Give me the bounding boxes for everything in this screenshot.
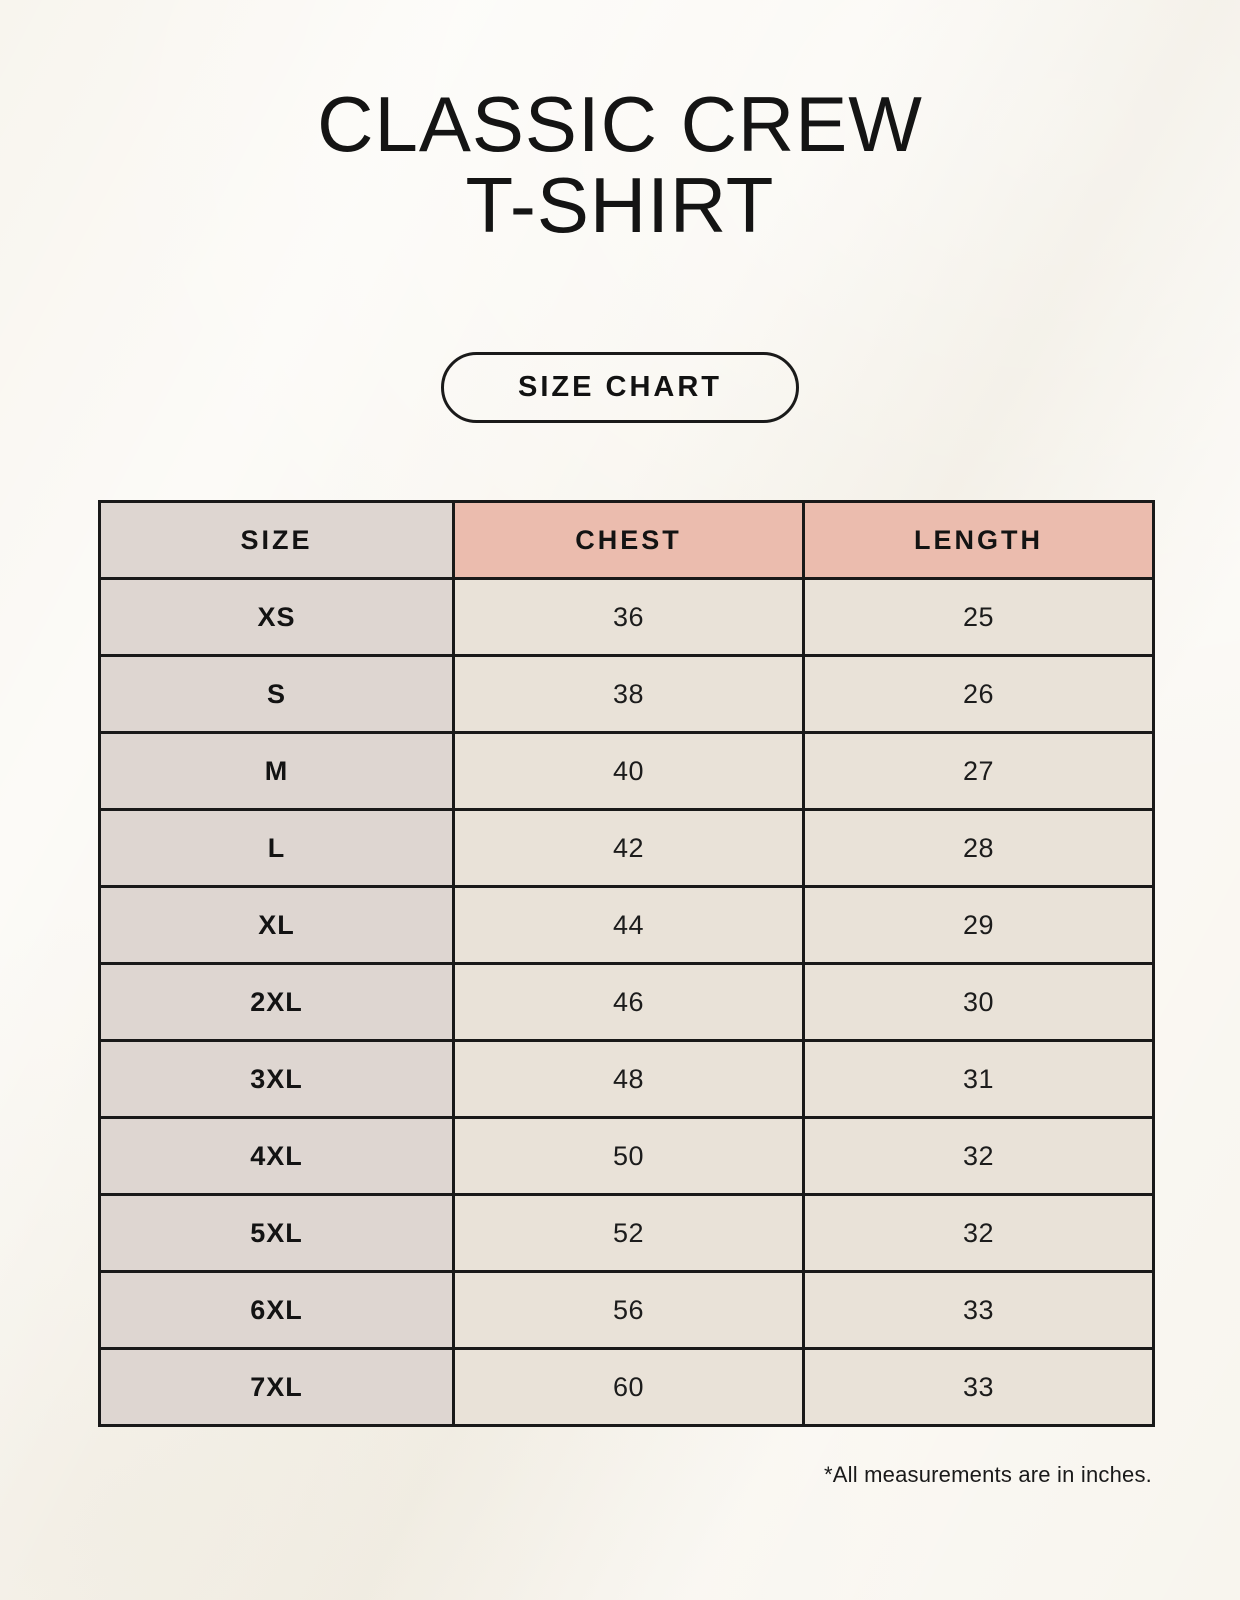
cell-size: XL [98,885,455,965]
table-row: M 40 27 [98,731,1155,811]
table-row: 7XL 60 33 [98,1347,1155,1427]
cell-length: 33 [802,1270,1155,1350]
size-chart-table: SIZE CHEST LENGTH XS 36 25 S 38 26 M [98,500,1155,1427]
column-header-size: SIZE [98,500,455,580]
size-chart-table-wrap: SIZE CHEST LENGTH XS 36 25 S 38 26 M [98,500,1155,1427]
table-row: 4XL 50 32 [98,1116,1155,1196]
cell-size: L [98,808,455,888]
table-row: 5XL 52 32 [98,1193,1155,1273]
cell-chest: 50 [452,1116,805,1196]
cell-length: 25 [802,577,1155,657]
column-header-length: LENGTH [802,500,1155,580]
table-row: XL 44 29 [98,885,1155,965]
cell-length: 31 [802,1039,1155,1119]
cell-chest: 40 [452,731,805,811]
cell-chest: 52 [452,1193,805,1273]
column-header-chest: CHEST [452,500,805,580]
cell-length: 28 [802,808,1155,888]
table-row: 2XL 46 30 [98,962,1155,1042]
cell-size: M [98,731,455,811]
cell-size: 6XL [98,1270,455,1350]
table-header-row: SIZE CHEST LENGTH [98,500,1155,580]
size-chart-badge: SIZE CHART [441,352,799,423]
table-body: XS 36 25 S 38 26 M 40 27 L 42 28 [98,577,1155,1427]
table-header: SIZE CHEST LENGTH [98,500,1155,580]
cell-length: 29 [802,885,1155,965]
cell-size: 3XL [98,1039,455,1119]
cell-length: 27 [802,731,1155,811]
measurement-footnote: *All measurements are in inches. [824,1462,1152,1487]
table-row: 3XL 48 31 [98,1039,1155,1119]
cell-length: 26 [802,654,1155,734]
table-row: S 38 26 [98,654,1155,734]
table-row: L 42 28 [98,808,1155,888]
cell-chest: 56 [452,1270,805,1350]
cell-chest: 48 [452,1039,805,1119]
cell-length: 32 [802,1193,1155,1273]
cell-chest: 42 [452,808,805,888]
cell-size: 7XL [98,1347,455,1427]
cell-size: 5XL [98,1193,455,1273]
cell-length: 30 [802,962,1155,1042]
cell-chest: 46 [452,962,805,1042]
badge-container: SIZE CHART [0,352,1240,423]
table-row: 6XL 56 33 [98,1270,1155,1350]
cell-size: 2XL [98,962,455,1042]
table-row: XS 36 25 [98,577,1155,657]
cell-size: 4XL [98,1116,455,1196]
page-title: CLASSIC CREW T-SHIRT [317,80,923,250]
cell-length: 33 [802,1347,1155,1427]
cell-chest: 38 [452,654,805,734]
title-block: CLASSIC CREW T-SHIRT [0,80,1240,250]
cell-size: S [98,654,455,734]
cell-size: XS [98,577,455,657]
cell-length: 32 [802,1116,1155,1196]
cell-chest: 36 [452,577,805,657]
cell-chest: 44 [452,885,805,965]
cell-chest: 60 [452,1347,805,1427]
